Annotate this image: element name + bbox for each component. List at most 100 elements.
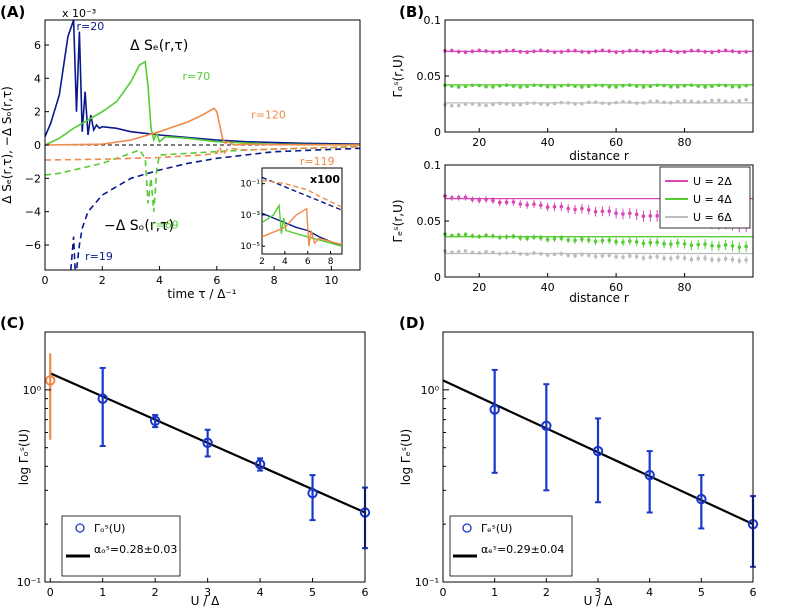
y-tick-label: −6	[25, 239, 41, 252]
data-point	[648, 255, 653, 259]
data-point	[662, 242, 666, 246]
data-point	[559, 100, 564, 105]
x-tick-label: 5	[698, 586, 705, 599]
panel-a-exponent: x 10⁻³	[62, 7, 96, 20]
data-point	[662, 48, 666, 53]
x-tick-label: 6	[750, 586, 757, 599]
data-point	[662, 83, 666, 88]
data-point	[532, 83, 536, 88]
panel-c-xlabel: U / Δ	[191, 594, 220, 608]
d-data-point	[592, 445, 604, 457]
data-point	[532, 251, 536, 255]
data-point	[539, 251, 543, 256]
data-point	[696, 84, 701, 88]
data-point	[511, 84, 516, 88]
data-point	[730, 244, 735, 248]
data-point	[559, 83, 564, 88]
data-point	[703, 100, 707, 104]
x-tick-label: 60	[609, 281, 623, 294]
data-point	[525, 252, 529, 257]
data-point	[689, 243, 694, 248]
data-point	[456, 195, 461, 200]
data-point	[580, 252, 584, 257]
data-point	[675, 255, 680, 260]
data-point	[511, 234, 516, 239]
x-tick-label: 2	[99, 274, 106, 287]
data-point	[504, 83, 509, 87]
data-point	[648, 50, 653, 55]
data-point	[655, 214, 659, 218]
d-data-point	[541, 420, 552, 431]
x-tick-label: 0	[440, 586, 447, 599]
panel-a-ylabel: Δ Sₑ(r,τ), −Δ Sₒ(r,τ)	[0, 86, 14, 204]
data-point	[539, 48, 543, 53]
data-point	[675, 99, 680, 104]
y-tick-label: 0	[434, 126, 441, 139]
data-point	[484, 233, 488, 238]
panel-b-top-ylabel: Γₒˢ(r,U)	[391, 54, 405, 97]
panel-d-ylabel: log Γₑˢ(U)	[399, 429, 413, 485]
panel-b-legend: U = 2Δ U = 4Δ U = 6Δ	[659, 166, 751, 229]
data-point	[730, 257, 735, 262]
data-point	[586, 84, 591, 89]
data-point	[504, 200, 509, 204]
data-point	[532, 49, 536, 54]
data-point	[559, 204, 564, 209]
y-tick-label: 10⁻¹	[17, 576, 41, 589]
data-point	[682, 256, 687, 260]
data-point	[614, 211, 618, 216]
data-point	[730, 99, 735, 104]
data-point	[621, 255, 625, 259]
c-data-point	[149, 415, 161, 427]
data-point	[723, 48, 728, 53]
data-point	[655, 254, 659, 259]
data-point	[539, 203, 543, 208]
data-point	[682, 98, 687, 103]
data-point	[737, 98, 742, 103]
data-point	[545, 237, 550, 242]
data-point	[744, 83, 748, 88]
x-tick-label: 2	[152, 586, 159, 599]
data-point	[566, 48, 570, 53]
inset-x-tick-label: 8	[328, 257, 334, 267]
data-point	[456, 233, 461, 237]
data-point	[552, 85, 557, 89]
data-point	[607, 84, 612, 89]
x-tick-label: 6	[362, 586, 369, 599]
data-point	[648, 84, 653, 89]
data-point	[477, 48, 482, 53]
series-line-r-120	[45, 107, 360, 146]
x-tick-label: 80	[678, 136, 692, 149]
data-point	[655, 99, 659, 104]
inset-x-tick-label: 6	[305, 257, 311, 267]
data-point	[497, 251, 502, 256]
data-point	[655, 83, 659, 88]
data-point	[463, 195, 468, 200]
data-point	[539, 83, 543, 88]
data-point	[586, 238, 591, 242]
data-point	[450, 196, 454, 200]
legend-label-2: U = 6Δ	[693, 211, 732, 224]
data-point	[634, 48, 639, 53]
x-tick-label: 2	[543, 586, 550, 599]
data-point	[710, 50, 714, 55]
panel-a-ticks: 0 2 4 6 8 10 −6 −4 −2 0 2 4 6	[25, 39, 339, 287]
data-point	[545, 84, 550, 89]
x-tick-label: 20	[472, 136, 486, 149]
data-point	[477, 251, 482, 255]
data-point	[545, 205, 550, 209]
data-point	[634, 84, 639, 88]
panel-b: 20 40 60 80 0 0.05 0.1 distance r Γₒˢ(r,U) 20 4…	[391, 14, 754, 305]
x-tick-label: 1	[99, 586, 106, 599]
data-point	[518, 202, 523, 206]
data-point	[641, 256, 646, 260]
panel-b-top-plot	[443, 48, 753, 108]
panel-a-plot	[45, 20, 360, 270]
data-point	[573, 48, 577, 53]
data-point	[470, 83, 475, 88]
data-point	[600, 238, 605, 243]
data-point	[648, 214, 653, 218]
data-point	[477, 103, 482, 107]
y-tick-label: 0.05	[417, 70, 442, 83]
